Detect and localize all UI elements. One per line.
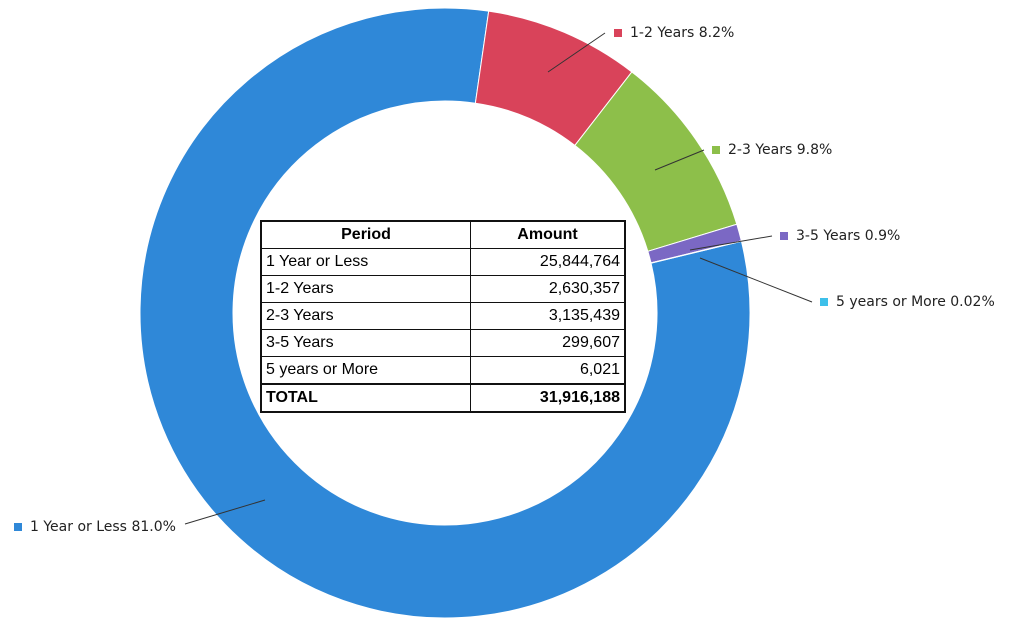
leader-line xyxy=(654,149,705,171)
table-row: 5 years or More 6,021 xyxy=(260,356,626,385)
label-category: 5 years or More xyxy=(836,294,946,310)
data-label: 1-2 Years 8.2% xyxy=(630,25,734,41)
data-label: 5 years or More 0.02% xyxy=(836,294,995,310)
table-cell: 31,916,188 xyxy=(470,383,626,413)
label-category: 1 Year or Less xyxy=(30,519,127,535)
leader-line xyxy=(689,235,773,251)
legend-swatch xyxy=(712,146,720,154)
legend-swatch xyxy=(820,298,828,306)
table-cell: 6,021 xyxy=(470,356,626,385)
header-row: Period Amount xyxy=(260,220,626,249)
data-table: Period Amount 1 Year or Less 25,844,764 1-2 … xyxy=(260,220,626,413)
table-row: 1 Year or Less 25,844,764 xyxy=(260,248,626,276)
label-category: 1-2 Years xyxy=(630,25,694,41)
label-category: 2-3 Years xyxy=(728,142,792,158)
table-row: 2-3 Years 3,135,439 xyxy=(260,302,626,330)
table-cell: 3,135,439 xyxy=(470,302,626,330)
table-cell: 5 years or More xyxy=(260,356,472,385)
label-category: 3-5 Years xyxy=(796,228,860,244)
data-label: 2-3 Years 9.8% xyxy=(728,142,832,158)
table-cell: 2-3 Years xyxy=(260,302,472,330)
table-row: TOTAL 31,916,188 xyxy=(260,383,626,413)
table-cell: 3-5 Years xyxy=(260,329,472,357)
header-cell: Amount xyxy=(470,220,626,249)
label-value: 9.8% xyxy=(797,142,833,158)
data-label: 3-5 Years 0.9% xyxy=(796,228,900,244)
label-value: 0.9% xyxy=(865,228,901,244)
leader-line xyxy=(699,257,813,303)
header-cell: Period xyxy=(260,220,472,249)
leader-line xyxy=(184,499,266,525)
table-cell: 25,844,764 xyxy=(470,248,626,276)
legend-swatch xyxy=(780,232,788,240)
table-row: 3-5 Years 299,607 xyxy=(260,329,626,357)
data-label: 1 Year or Less 81.0% xyxy=(30,519,176,535)
table-cell: 299,607 xyxy=(470,329,626,357)
legend-swatch xyxy=(14,523,22,531)
table-row: 1-2 Years 2,630,357 xyxy=(260,275,626,303)
table-cell: 1-2 Years xyxy=(260,275,472,303)
label-value: 8.2% xyxy=(699,25,735,41)
leader-line xyxy=(547,32,606,73)
table-cell: TOTAL xyxy=(260,383,472,413)
legend-swatch xyxy=(614,29,622,37)
donut-slice xyxy=(139,7,751,619)
table-cell: 2,630,357 xyxy=(470,275,626,303)
label-value: 81.0% xyxy=(131,519,175,535)
label-value: 0.02% xyxy=(950,294,994,310)
table-cell: 1 Year or Less xyxy=(260,248,472,276)
